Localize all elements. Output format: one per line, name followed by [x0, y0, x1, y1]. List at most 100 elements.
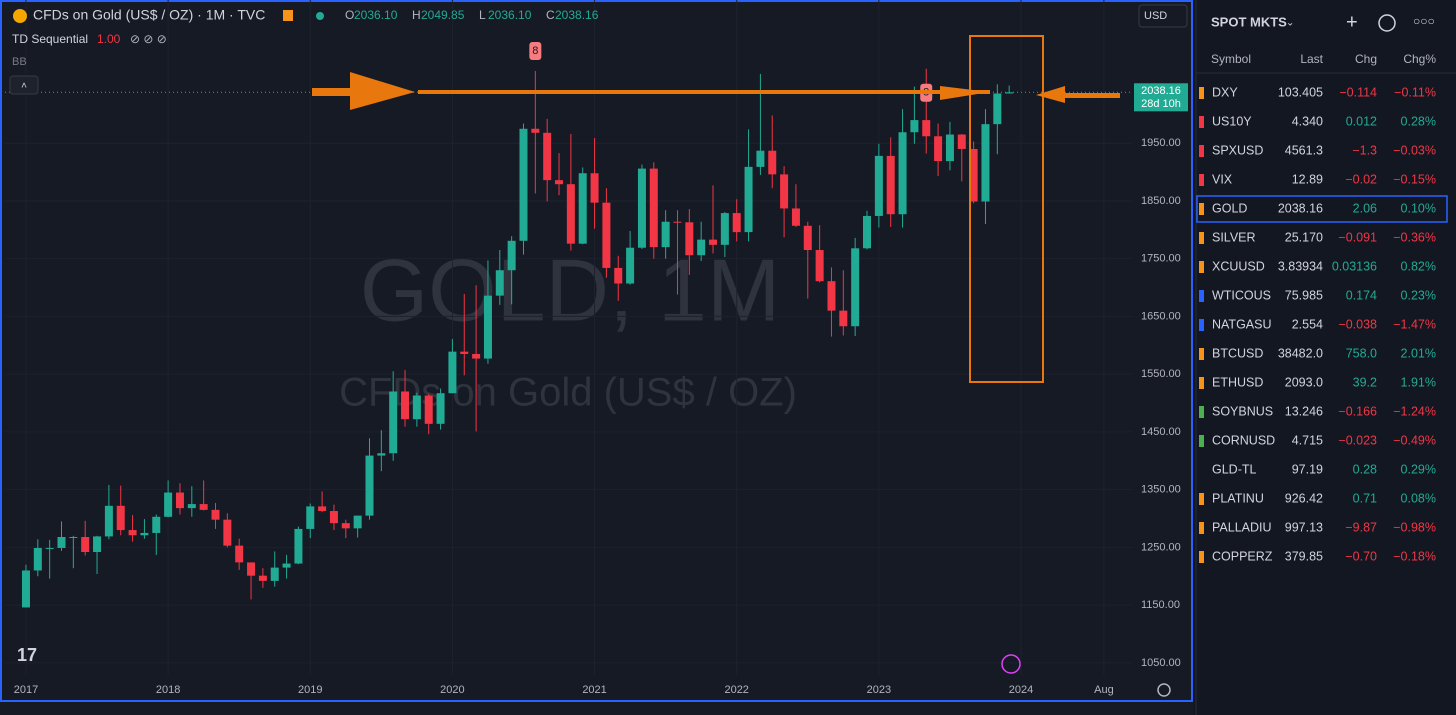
candle-body — [69, 536, 78, 538]
symbol: CORNUSD — [1212, 433, 1275, 447]
candle-body — [957, 134, 966, 149]
candle-body — [555, 180, 564, 185]
ohlc-value: 2036.10 — [354, 8, 398, 22]
candle-body — [685, 222, 694, 256]
ohlc-key: O — [345, 8, 354, 22]
candle-body — [33, 547, 42, 571]
x-tick-label: 2024 — [1009, 684, 1033, 696]
cell: −0.091 — [1338, 230, 1377, 244]
symbol: SOYBNUS — [1212, 404, 1273, 418]
candle-body — [57, 536, 66, 548]
symbol: XCUUSD — [1212, 259, 1265, 273]
indicator-icons[interactable]: ⊘ ⊘ ⊘ — [130, 32, 167, 46]
more-button[interactable]: ○○○ — [1413, 14, 1435, 28]
row-flag — [1199, 145, 1204, 157]
candle-body — [993, 93, 1002, 125]
candle-body — [104, 505, 113, 537]
row-flag — [1199, 232, 1204, 244]
candle-body — [649, 168, 658, 248]
watchlist-title[interactable]: SPOT MKTS — [1211, 14, 1287, 29]
candle-body — [45, 547, 54, 549]
candle-body — [934, 136, 943, 162]
row-flag — [1199, 493, 1204, 505]
arrow-right — [312, 72, 415, 110]
alert-icon[interactable] — [1001, 654, 1021, 674]
cell: 1.91% — [1401, 375, 1436, 389]
candle-body — [661, 221, 670, 248]
symbol-title[interactable]: CFDs on Gold (US$ / OZ) · 1M · TVC — [33, 7, 265, 23]
dropdown[interactable]: ⌄ — [1286, 18, 1294, 29]
cell: 0.03136 — [1332, 259, 1377, 273]
symbol: NATGASU — [1212, 317, 1272, 331]
candle-body — [898, 132, 907, 215]
collapse-button[interactable] — [9, 75, 39, 95]
candle-body — [780, 174, 789, 209]
candle-body — [258, 575, 267, 581]
candle-body — [566, 184, 575, 244]
candle-body — [247, 562, 256, 576]
x-tick-label: 2019 — [298, 684, 322, 696]
candle-body — [93, 536, 102, 553]
ohlc-key: H — [412, 8, 421, 22]
candle-body — [886, 155, 895, 215]
cell: 12.89 — [1292, 172, 1323, 186]
candle-body — [969, 148, 978, 202]
add-button[interactable]: + — [1346, 11, 1358, 33]
candle-body — [578, 173, 587, 244]
row-flag — [1199, 377, 1204, 389]
currency-button[interactable] — [1138, 4, 1188, 28]
candle-body — [803, 225, 812, 251]
y-tick-label: 1850.00 — [1141, 195, 1181, 207]
candle-body — [590, 173, 599, 203]
ohlc-key: L — [479, 8, 486, 22]
status-dot — [316, 12, 324, 20]
x-tick-label: 2017 — [14, 684, 38, 696]
candle-body — [673, 221, 682, 223]
cell: 4.340 — [1292, 114, 1323, 128]
settings-icon[interactable] — [1157, 683, 1171, 697]
candle-body — [294, 528, 303, 564]
symbol: PALLADIU — [1212, 520, 1272, 534]
arrow-head — [940, 86, 990, 100]
candle-body — [412, 395, 421, 420]
symbol: GLD-TL — [1212, 462, 1257, 476]
x-tick-label: 2022 — [724, 684, 748, 696]
ohlc-key: C — [546, 8, 555, 22]
column-header: Last — [1300, 52, 1323, 66]
candle-body — [744, 166, 753, 233]
x-tick-label: Aug — [1094, 684, 1114, 696]
cell: −0.18% — [1393, 549, 1436, 563]
countdown: 28d 10h — [1141, 98, 1181, 110]
cell: 0.012 — [1346, 114, 1377, 128]
cell: 0.82% — [1401, 259, 1436, 273]
candle-body — [318, 506, 327, 512]
cell: 0.71 — [1353, 491, 1377, 505]
arrow-left — [1036, 86, 1120, 103]
cell: 997.13 — [1285, 520, 1323, 534]
cell: 0.174 — [1346, 288, 1377, 302]
row-flag — [1199, 290, 1204, 302]
flag — [283, 10, 293, 21]
candle-body — [626, 247, 635, 284]
row-flag — [1199, 464, 1204, 476]
symbol: WTICOUS — [1212, 288, 1271, 302]
cell: 0.28 — [1353, 462, 1377, 476]
x-tick-label: 2023 — [867, 684, 891, 696]
cell: −0.36% — [1393, 230, 1436, 244]
y-tick-label: 1250.00 — [1141, 541, 1181, 553]
td-marker — [529, 42, 542, 61]
cell: 2093.0 — [1285, 375, 1323, 389]
y-tick-label: 1650.00 — [1141, 310, 1181, 322]
candle-body — [827, 281, 836, 311]
candle-body — [306, 506, 315, 529]
indicator-name[interactable]: TD Sequential — [12, 32, 88, 46]
symbol: PLATINU — [1212, 491, 1264, 505]
cell: 0.28% — [1401, 114, 1436, 128]
candle-body — [637, 168, 646, 248]
cell: 3.83934 — [1278, 259, 1323, 273]
symbol: ETHUSD — [1212, 375, 1263, 389]
chart-icon[interactable] — [1378, 14, 1396, 32]
candle-body — [128, 530, 137, 536]
cell: 13.246 — [1285, 404, 1323, 418]
